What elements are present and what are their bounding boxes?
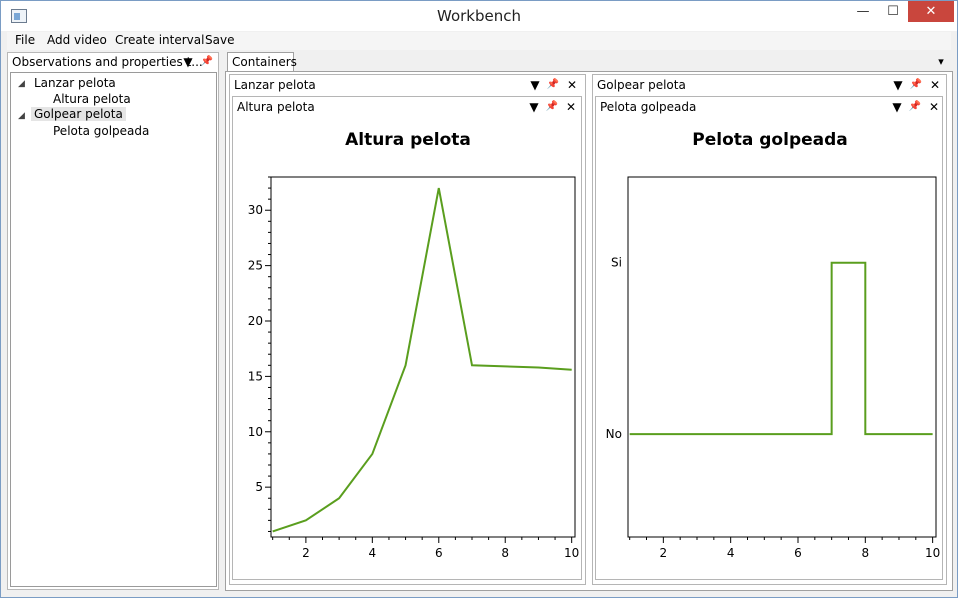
y-tick-label: 25 — [248, 259, 263, 273]
menu-create-interval[interactable]: Create interval — [115, 33, 205, 47]
menu-save[interactable]: Save — [205, 33, 235, 47]
close-icon[interactable]: ✕ — [929, 78, 941, 92]
dropdown-icon[interactable]: ▼ — [529, 100, 539, 114]
plot-area — [627, 176, 937, 538]
container-header: Lanzar pelota — [234, 78, 316, 92]
minimize-button[interactable]: — — [856, 4, 870, 19]
y-tick-label: 20 — [248, 314, 263, 328]
overflow-menu-icon[interactable]: ▾ — [938, 55, 944, 68]
collapse-icon[interactable]: ◢ — [18, 111, 25, 121]
series-line — [272, 187, 572, 533]
y-tick-label: Si — [611, 256, 622, 270]
container-header: Golpear pelota — [597, 78, 686, 92]
y-tick-label: No — [606, 427, 622, 441]
menu-add-video[interactable]: Add video — [47, 33, 107, 47]
y-tick-label: 15 — [248, 369, 263, 383]
dropdown-icon[interactable]: ▼ — [530, 78, 540, 92]
tab-containers[interactable]: Containers — [227, 52, 297, 72]
pin-icon[interactable]: 📌 — [200, 56, 214, 67]
maximize-button[interactable]: ☐ — [887, 4, 899, 19]
container-lanzar-pelota: Lanzar pelota ▼ 📌 ✕ Altura pelota ▼ 📌 ✕ … — [229, 74, 586, 585]
pin-icon[interactable]: 📌 — [546, 79, 560, 90]
chart-panel-altura: Altura pelota ▼ 📌 ✕ Altura pelota 2 4 6 8 10… — [232, 96, 582, 580]
y-tick-label: 10 — [248, 425, 263, 439]
close-icon[interactable]: ✕ — [565, 100, 577, 114]
pelota-golpeada-chart: 2 4 6 8 10 No Si — [606, 176, 940, 560]
x-tick-label: 6 — [794, 546, 802, 560]
dropdown-icon[interactable]: ▼ — [183, 55, 193, 69]
dropdown-icon[interactable]: ▼ — [892, 100, 902, 114]
plot-area — [270, 176, 576, 538]
tree-item-altura-pelota[interactable]: Altura pelota — [53, 92, 131, 106]
app-icon — [11, 9, 27, 23]
collapse-icon[interactable]: ◢ — [18, 79, 25, 89]
x-tick-label: 10 — [925, 546, 940, 560]
x-tick-label: 2 — [660, 546, 668, 560]
observations-panel-header: Observations and properties t... — [12, 55, 203, 69]
tree-item-golpear-pelota[interactable]: Golpear pelota — [31, 107, 126, 121]
y-tick-label: 5 — [255, 480, 263, 494]
chart-title: Pelota golpeada — [692, 130, 848, 150]
x-tick-label: 2 — [302, 546, 310, 560]
close-icon[interactable]: ✕ — [566, 78, 578, 92]
x-tick-label: 6 — [435, 546, 443, 560]
x-tick-label: 4 — [727, 546, 735, 560]
tree-item-pelota-golpeada[interactable]: Pelota golpeada — [53, 124, 150, 138]
container-golpear-pelota: Golpear pelota ▼ 📌 ✕ Pelota golpeada ▼ 📌… — [592, 74, 947, 585]
chart-title: Altura pelota — [345, 130, 471, 150]
series-line — [629, 261, 933, 436]
x-tick-label: 10 — [564, 546, 579, 560]
x-tick-label: 4 — [369, 546, 377, 560]
menu-bar: File Add video Create interval Save — [7, 32, 951, 50]
observations-panel: Observations and properties t... ▼ 📌 ◢ L… — [7, 52, 219, 590]
pin-icon[interactable]: 📌 — [909, 79, 923, 90]
x-tick-label: 8 — [501, 546, 509, 560]
pin-icon[interactable]: 📌 — [908, 101, 922, 112]
chart-panel-header: Pelota golpeada — [600, 100, 697, 114]
menu-file[interactable]: File — [15, 33, 36, 47]
close-window-button[interactable]: ✕ — [908, 1, 954, 22]
chart-panel-pelota: Pelota golpeada ▼ 📌 ✕ Pelota golpeada 2 4… — [595, 96, 943, 580]
x-tick-label: 8 — [861, 546, 869, 560]
tree-item-lanzar-pelota[interactable]: Lanzar pelota — [34, 76, 116, 90]
y-tick-label: 30 — [248, 203, 263, 217]
dropdown-icon[interactable]: ▼ — [893, 78, 903, 92]
pin-icon[interactable]: 📌 — [545, 101, 559, 112]
title-bar: Workbench — ☐ ✕ — [1, 1, 957, 31]
chart-panel-header: Altura pelota — [237, 100, 315, 114]
window-title: Workbench — [437, 7, 521, 25]
close-icon[interactable]: ✕ — [928, 100, 940, 114]
observations-tree: ◢ Lanzar pelota Altura pelota ◢ Golpear … — [10, 72, 217, 587]
altura-pelota-chart: 2 4 6 8 10 5 10 15 20 25 30 — [248, 176, 579, 560]
